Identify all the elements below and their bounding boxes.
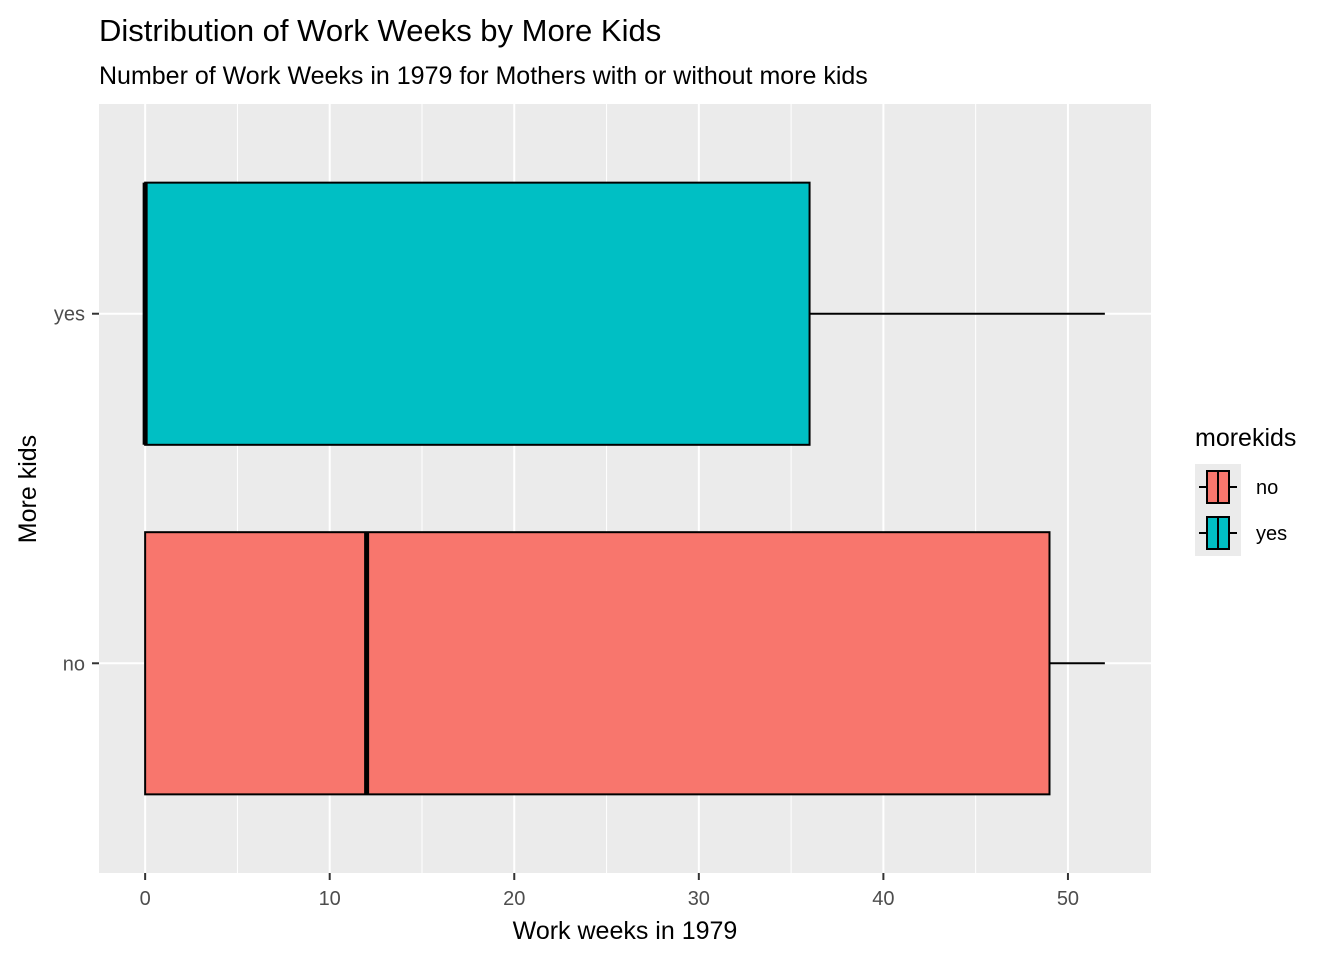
legend-label: no xyxy=(1256,477,1278,499)
y-tick-label: yes xyxy=(54,304,85,326)
legend-item-yes: yes xyxy=(1195,510,1287,556)
x-axis: 0 10 20 30 40 50 xyxy=(140,873,1079,910)
legend-title: morekids xyxy=(1195,424,1296,452)
legend-label: yes xyxy=(1256,523,1287,545)
x-axis-title: Work weeks in 1979 xyxy=(513,917,738,945)
box-iqr xyxy=(144,531,1051,796)
box-no xyxy=(144,531,1105,796)
chart-title: Distribution of Work Weeks by More Kids xyxy=(99,13,661,48)
y-axis-title: More kids xyxy=(14,435,42,543)
box-layer xyxy=(142,181,1105,796)
x-tick-label: 30 xyxy=(688,888,710,910)
x-tick-label: 20 xyxy=(503,888,525,910)
box-iqr xyxy=(144,181,811,446)
x-tick-label: 0 xyxy=(140,888,151,910)
x-tick-label: 10 xyxy=(319,888,341,910)
legend: morekids no yes xyxy=(1195,424,1296,556)
chart-subtitle: Number of Work Weeks in 1979 for Mothers… xyxy=(99,62,868,90)
legend-item-no: no xyxy=(1195,464,1278,510)
x-tick-label: 50 xyxy=(1057,888,1079,910)
legend-keys: no yes xyxy=(1195,464,1287,556)
y-tick-label: no xyxy=(63,653,85,675)
y-axis: no yes xyxy=(54,304,99,675)
box-yes xyxy=(142,181,1105,446)
x-tick-label: 40 xyxy=(872,888,894,910)
